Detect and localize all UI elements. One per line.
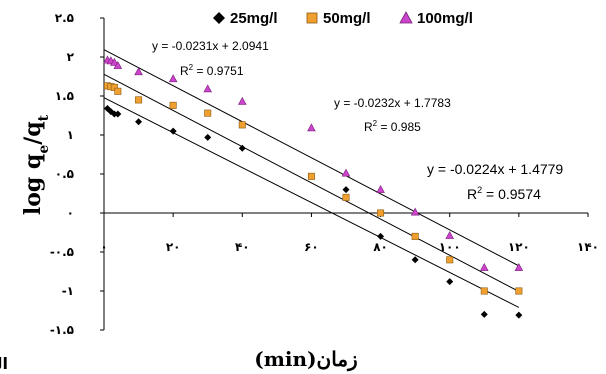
y-tick-label: -۰.۵ [50,245,74,259]
y-tick-label: -۱ [62,284,74,298]
y-tick-label: ۱.۵ [55,89,74,103]
point-25mgl [377,232,385,240]
y-tick-label: ۰.۵ [55,167,74,181]
y-tick-label: ۱ [67,128,74,142]
legend-marker-25mgl [213,12,225,24]
equation-25mgl: y = -0.0224x + 1.4779 [427,161,563,177]
legend-label-25mgl: 25mg/l [230,10,278,27]
x-axis-title: زمان(min) [254,347,357,372]
y-axis-title-sub-t: t [36,114,52,121]
legend-label-50mgl: 50mg/l [323,10,371,27]
x-tick-label: ۱۲۰ [508,240,530,254]
point-25mgl [446,278,454,286]
point-50mgl [411,232,419,240]
x-tick-label: ۱۰۰ [439,240,461,254]
point-25mgl [411,256,419,264]
r2-25mgl-label: R [467,186,477,202]
x-tick-label: ۲۰ [166,240,181,254]
equation-100mgl: y = -0.0231x + 2.0941 [152,39,269,53]
point-25mgl [515,311,523,319]
point-100mgl [376,184,385,193]
y-tick-label: -۱.۵ [50,323,74,337]
point-25mgl [169,127,177,135]
data-points [103,55,524,319]
legend-label-100mgl: 100mg/l [417,10,473,27]
point-50mgl [377,209,385,217]
point-100mgl [410,207,420,216]
x-tick-label: ۱۴۰ [577,240,599,254]
point-50mgl [204,109,212,117]
y-axis-title-sub-e: e [36,145,52,154]
legend: 25mg/l 50mg/l 100mg/l [213,10,473,27]
y-tick-label: ۲.۵ [55,11,74,25]
trendline-50mgl [103,73,520,292]
fit-equations: y = -0.0231x + 2.0941 R2 = 0.9751 y = -0… [152,39,563,202]
x-tick-label: ۸۰ [373,240,388,254]
point-50mgl [480,287,488,295]
point-50mgl [114,87,122,95]
point-50mgl [238,121,246,129]
r2-100mgl-label: R [180,64,189,78]
point-25mgl [114,110,122,118]
r2-50mgl-exponent: 2 [373,119,378,128]
point-25mgl [204,133,212,141]
x-tick-label: ۴۰ [235,240,250,254]
x-tick-label: ۰ [100,240,107,254]
trendline-100mgl [103,49,520,267]
x-tick-label: ۶۰ [304,240,319,254]
point-100mgl [110,57,119,66]
r2-50mgl-value: = 0.985 [377,120,421,134]
r2-25mgl: R2 = 0.9574 [467,185,541,202]
point-25mgl [135,118,143,126]
point-100mgl [134,67,143,76]
r2-100mgl-value: = 0.9751 [193,64,244,78]
legend-marker-100mgl [399,11,413,24]
y-axis-title: log qe/qt [20,114,52,215]
y-tick-label: ۰ [67,206,74,220]
axes: ۲.۵ ۲ ۱.۵ ۱ ۰.۵ ۰ -۰.۵ -۱ -۱.۵ ۰ ۲۰ ۴۰ ۶۰ ۸۰ ۱۰۰ ۱۲۰ ۱۴۰ [50,11,599,337]
point-50mgl [515,287,523,295]
point-25mgl [342,186,350,194]
point-50mgl [135,96,143,104]
r2-100mgl: R2 = 0.9751 [180,63,244,78]
r2-25mgl-value: = 0.9574 [482,186,541,202]
point-25mgl [480,310,488,318]
r2-50mgl: R2 = 0.985 [364,119,421,134]
equation-50mgl: y = -0.0232x + 1.7783 [334,96,451,110]
point-100mgl [307,123,316,132]
point-50mgl [446,256,454,264]
point-50mgl [342,193,350,201]
r2-50mgl-label: R [364,120,373,134]
y-axis-title-mid: /q [20,121,46,144]
point-50mgl [307,172,315,180]
panel-label: الف) [0,354,8,373]
point-100mgl [479,262,489,271]
point-100mgl [237,96,247,105]
point-50mgl [169,101,177,109]
point-100mgl [514,262,524,271]
y-tick-label: ۲ [67,50,75,64]
point-100mgl [341,168,351,177]
point-25mgl [238,144,246,152]
legend-marker-50mgl [306,12,318,24]
y-axis-title-main: log q [20,154,46,215]
r2-25mgl-exponent: 2 [477,185,482,195]
point-100mgl [113,60,123,69]
point-100mgl [445,230,455,239]
point-100mgl [203,84,213,93]
r2-100mgl-exponent: 2 [189,63,194,72]
point-100mgl [168,74,178,83]
